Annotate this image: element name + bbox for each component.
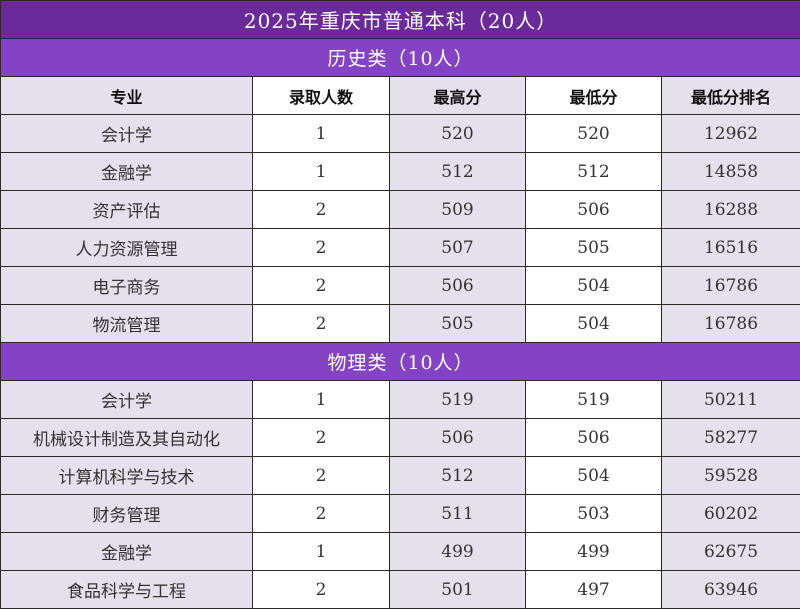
cell-min: 520 — [526, 115, 662, 153]
column-header-row: 专业 录取人数 最高分 最低分 最低分排名 — [1, 77, 800, 115]
cell-min: 505 — [526, 229, 662, 267]
cell-rank: 16786 — [662, 305, 800, 343]
cell-rank: 16786 — [662, 267, 800, 305]
cell-min: 497 — [526, 571, 662, 609]
cell-rank: 50211 — [662, 381, 800, 419]
cell-major: 资产评估 — [1, 191, 253, 229]
cell-major: 物流管理 — [1, 305, 253, 343]
cell-count: 1 — [253, 533, 390, 571]
column-header-count: 录取人数 — [253, 77, 390, 115]
cell-count: 1 — [253, 115, 390, 153]
section-label: 历史类（10人） — [1, 39, 800, 77]
cell-major: 人力资源管理 — [1, 229, 253, 267]
cell-max: 512 — [390, 457, 526, 495]
cell-min: 506 — [526, 191, 662, 229]
table-title-row: 2025年重庆市普通本科（20人） — [1, 1, 800, 39]
cell-max: 520 — [390, 115, 526, 153]
cell-count: 2 — [253, 495, 390, 533]
cell-rank: 62675 — [662, 533, 800, 571]
cell-count: 2 — [253, 571, 390, 609]
cell-count: 2 — [253, 419, 390, 457]
cell-rank: 12962 — [662, 115, 800, 153]
table-row: 人力资源管理 2 507 505 16516 — [1, 229, 800, 267]
cell-max: 512 — [390, 153, 526, 191]
table-row: 食品科学与工程 2 501 497 63946 — [1, 571, 800, 609]
cell-major: 会计学 — [1, 381, 253, 419]
cell-major: 会计学 — [1, 115, 253, 153]
cell-count: 1 — [253, 153, 390, 191]
section-label: 物理类（10人） — [1, 343, 800, 381]
cell-rank: 14858 — [662, 153, 800, 191]
table-row: 金融学 1 499 499 62675 — [1, 533, 800, 571]
table-row: 会计学 1 520 520 12962 — [1, 115, 800, 153]
cell-count: 2 — [253, 305, 390, 343]
cell-count: 1 — [253, 381, 390, 419]
cell-rank: 60202 — [662, 495, 800, 533]
cell-max: 501 — [390, 571, 526, 609]
cell-rank: 16516 — [662, 229, 800, 267]
cell-min: 503 — [526, 495, 662, 533]
table-row: 财务管理 2 511 503 60202 — [1, 495, 800, 533]
cell-min: 506 — [526, 419, 662, 457]
cell-count: 2 — [253, 457, 390, 495]
column-header-min: 最低分 — [526, 77, 662, 115]
cell-min: 504 — [526, 267, 662, 305]
cell-major: 食品科学与工程 — [1, 571, 253, 609]
cell-max: 519 — [390, 381, 526, 419]
cell-rank: 58277 — [662, 419, 800, 457]
cell-count: 2 — [253, 229, 390, 267]
cell-min: 504 — [526, 305, 662, 343]
cell-major: 金融学 — [1, 153, 253, 191]
cell-major: 计算机科学与技术 — [1, 457, 253, 495]
cell-max: 505 — [390, 305, 526, 343]
cell-max: 511 — [390, 495, 526, 533]
cell-max: 509 — [390, 191, 526, 229]
cell-max: 506 — [390, 267, 526, 305]
cell-min: 504 — [526, 457, 662, 495]
column-header-rank: 最低分排名 — [662, 77, 800, 115]
cell-major: 金融学 — [1, 533, 253, 571]
table-row: 计算机科学与技术 2 512 504 59528 — [1, 457, 800, 495]
table-row: 物流管理 2 505 504 16786 — [1, 305, 800, 343]
cell-major: 财务管理 — [1, 495, 253, 533]
table-row: 资产评估 2 509 506 16288 — [1, 191, 800, 229]
cell-count: 2 — [253, 191, 390, 229]
cell-count: 2 — [253, 267, 390, 305]
column-header-major: 专业 — [1, 77, 253, 115]
table-row: 机械设计制造及其自动化 2 506 506 58277 — [1, 419, 800, 457]
column-header-max: 最高分 — [390, 77, 526, 115]
table-row: 会计学 1 519 519 50211 — [1, 381, 800, 419]
cell-rank: 63946 — [662, 571, 800, 609]
table-row: 电子商务 2 506 504 16786 — [1, 267, 800, 305]
section-header-physics: 物理类（10人） — [1, 343, 800, 381]
cell-min: 519 — [526, 381, 662, 419]
cell-major: 机械设计制造及其自动化 — [1, 419, 253, 457]
cell-max: 499 — [390, 533, 526, 571]
cell-max: 506 — [390, 419, 526, 457]
cell-major: 电子商务 — [1, 267, 253, 305]
table-title: 2025年重庆市普通本科（20人） — [1, 1, 800, 39]
cell-min: 499 — [526, 533, 662, 571]
cell-min: 512 — [526, 153, 662, 191]
cell-rank: 16288 — [662, 191, 800, 229]
cell-rank: 59528 — [662, 457, 800, 495]
cell-max: 507 — [390, 229, 526, 267]
table-row: 金融学 1 512 512 14858 — [1, 153, 800, 191]
section-header-history: 历史类（10人） — [1, 39, 800, 77]
